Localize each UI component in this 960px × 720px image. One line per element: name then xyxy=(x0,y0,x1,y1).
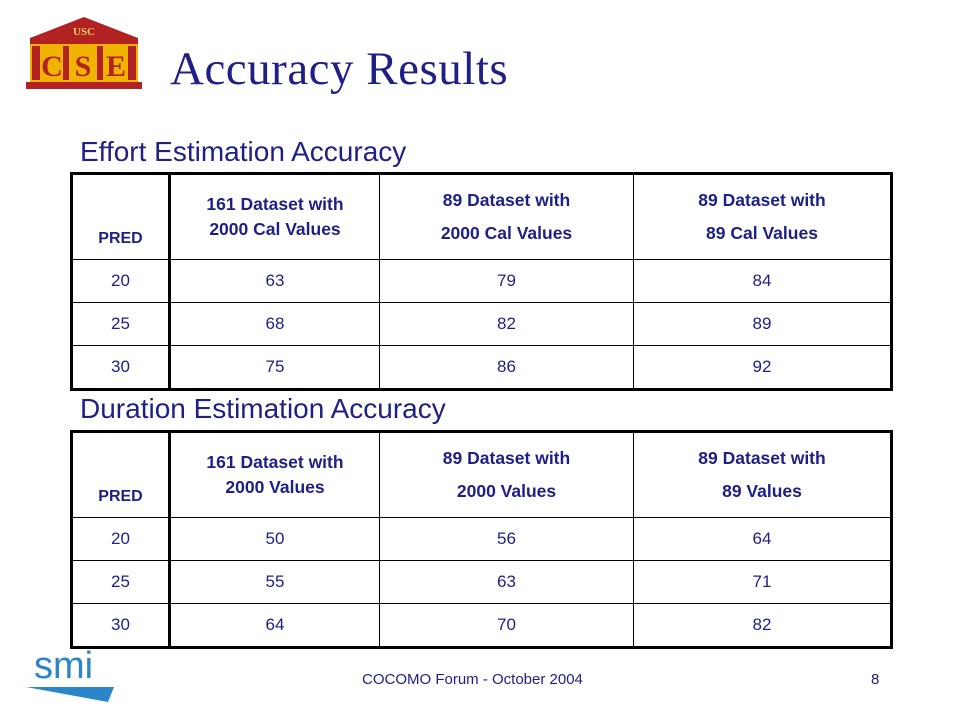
header-line: 89 Dataset with xyxy=(698,190,826,210)
effort-section-heading: Effort Estimation Accuracy xyxy=(80,136,407,167)
header-line: 2000 Cal Values xyxy=(440,223,573,243)
table-cell: 75 xyxy=(169,345,380,390)
table-cell: 92 xyxy=(633,345,892,390)
logo-pillar xyxy=(97,46,103,80)
table-cell: 20 xyxy=(71,517,171,561)
logo-pillar xyxy=(63,46,69,80)
table-row: 25 68 82 89 xyxy=(71,302,892,346)
column-header-89-dataset-2000: 89 Dataset with 2000 Values xyxy=(379,431,634,518)
table-cell: 63 xyxy=(169,259,380,303)
table-cell: 30 xyxy=(71,603,171,648)
table-cell: 56 xyxy=(379,517,634,561)
header-line: 2000 Values xyxy=(456,481,557,501)
duration-section-heading: Duration Estimation Accuracy xyxy=(80,393,446,424)
table-row: 20 50 56 64 xyxy=(71,517,892,561)
logo-letter-s: S xyxy=(75,50,92,83)
table-cell: 25 xyxy=(71,560,171,604)
table-cell: 70 xyxy=(379,603,634,648)
table-cell: 30 xyxy=(71,345,171,390)
header-line: 161 Dataset with xyxy=(206,452,344,472)
page-number: 8 xyxy=(871,671,880,688)
header-line: 89 Dataset with xyxy=(442,448,571,468)
column-header-89-dataset-89: 89 Dataset with 89 Values xyxy=(633,431,892,518)
table-cell: 64 xyxy=(169,603,380,648)
footer-text: COCOMO Forum - October 2004 xyxy=(362,671,583,688)
table-header-row: PRED 161 Dataset with 2000 Values 89 Data… xyxy=(71,431,892,518)
table-row: 30 75 86 92 xyxy=(71,345,892,390)
table-cell: 89 xyxy=(633,302,892,346)
header-line: 89 Dataset with xyxy=(442,190,571,210)
header-line: 89 Cal Values xyxy=(706,223,818,243)
table-cell: 86 xyxy=(379,345,634,390)
table-cell: 82 xyxy=(633,603,892,648)
column-header-pred: PRED xyxy=(71,431,171,518)
table-cell: 71 xyxy=(633,560,892,604)
logo-roof xyxy=(30,17,138,38)
table-cell: 20 xyxy=(71,259,171,303)
table-cell: 63 xyxy=(379,560,634,604)
smi-logo-swoosh xyxy=(26,687,114,702)
slide-title: Accuracy Results xyxy=(170,43,509,95)
header-line: 2000 Values xyxy=(225,477,325,497)
header-line: 161 Dataset with xyxy=(206,194,344,214)
smi-logo: smi xyxy=(26,645,114,702)
column-header-pred: PRED xyxy=(71,173,171,260)
logo-base xyxy=(26,82,142,89)
cse-logo: USC C S E xyxy=(26,17,142,89)
table-row: 25 55 63 71 xyxy=(71,560,892,604)
table-row: 20 63 79 84 xyxy=(71,259,892,303)
duration-accuracy-table: PRED 161 Dataset with 2000 Values 89 Data… xyxy=(70,430,893,649)
table-cell: 68 xyxy=(169,302,380,346)
table-cell: 82 xyxy=(379,302,634,346)
header-line: 89 Dataset with xyxy=(698,448,826,468)
table-cell: 55 xyxy=(169,560,380,604)
table-cell: 79 xyxy=(379,259,634,303)
table-cell: 25 xyxy=(71,302,171,346)
logo-pillar xyxy=(32,46,40,80)
effort-accuracy-table: PRED 161 Dataset with 2000 Cal Values 89 … xyxy=(70,172,893,391)
table-header-row: PRED 161 Dataset with 2000 Cal Values 89 … xyxy=(71,173,892,260)
header-line: 2000 Cal Values xyxy=(209,219,341,239)
table-row: 30 64 70 82 xyxy=(71,603,892,648)
column-header-161-dataset: 161 Dataset with 2000 Cal Values xyxy=(169,173,380,260)
table-cell: 64 xyxy=(633,517,892,561)
table-cell: 84 xyxy=(633,259,892,303)
column-header-89-dataset-2000: 89 Dataset with 2000 Cal Values xyxy=(379,173,634,260)
table-cell: 50 xyxy=(169,517,380,561)
logo-pillar xyxy=(128,46,136,80)
column-header-161-dataset: 161 Dataset with 2000 Values xyxy=(169,431,380,518)
header-line: 89 Values xyxy=(722,481,802,501)
smi-logo-text: smi xyxy=(34,645,93,687)
logo-body xyxy=(30,44,138,82)
logo-letter-e: E xyxy=(106,50,126,83)
logo-usc-text: USC xyxy=(73,26,95,38)
logo-beam xyxy=(30,38,138,44)
column-header-89-dataset-89: 89 Dataset with 89 Cal Values xyxy=(633,173,892,260)
logo-letter-c: C xyxy=(41,50,63,83)
